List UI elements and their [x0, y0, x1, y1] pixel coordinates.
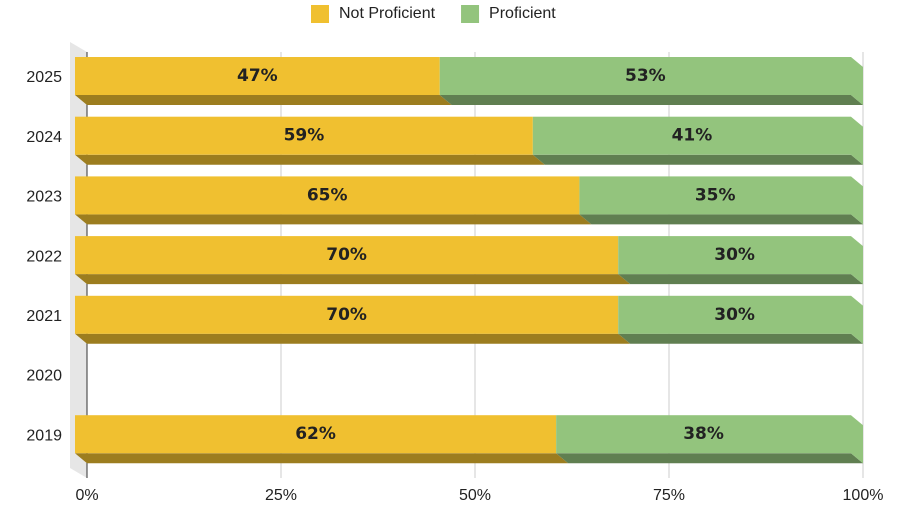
bar — [556, 415, 851, 454]
y-tick-label: 2021 — [26, 308, 62, 325]
value-label: 35% — [695, 185, 736, 205]
y-tick-label: 2023 — [26, 189, 62, 206]
bar-side — [851, 415, 863, 464]
bar-bottom — [75, 214, 592, 225]
bar-bottom — [75, 154, 545, 165]
bar — [618, 295, 851, 334]
value-label: 38% — [683, 424, 724, 444]
bar-bottom — [532, 154, 863, 165]
bar — [532, 116, 851, 155]
bar — [75, 236, 619, 275]
value-label: 62% — [295, 424, 336, 444]
bar-side — [851, 295, 863, 344]
value-label: 30% — [714, 245, 755, 265]
bar — [75, 415, 557, 454]
bar-side — [851, 57, 863, 105]
bar-bottom — [75, 95, 452, 105]
y-tick-label: 2024 — [26, 129, 62, 146]
bar-bottom — [75, 453, 569, 464]
bar-bottom — [579, 214, 863, 225]
legend-swatch — [461, 5, 480, 23]
bar — [75, 176, 580, 215]
legend-swatch — [311, 5, 329, 23]
y-tick-label: 2020 — [26, 368, 62, 385]
bar — [618, 236, 851, 275]
legend-label: Proficient — [489, 5, 556, 22]
value-label: 30% — [714, 305, 755, 325]
value-label: 59% — [284, 126, 325, 146]
value-label: 70% — [326, 245, 367, 265]
y-tick-label: 2025 — [26, 69, 62, 86]
value-label: 47% — [237, 66, 278, 86]
y-tick-label: 2019 — [26, 427, 62, 444]
value-label: 41% — [672, 126, 713, 146]
x-tick-label: 25% — [265, 487, 297, 504]
bar-side — [851, 116, 863, 165]
value-label: 65% — [307, 185, 348, 205]
value-label: 70% — [326, 305, 367, 325]
bar — [579, 176, 851, 215]
bar-bottom — [75, 333, 631, 344]
x-tick-label: 0% — [75, 487, 98, 504]
bar-bottom — [618, 333, 863, 344]
bar — [75, 295, 619, 334]
x-tick-label: 50% — [459, 487, 491, 504]
bar — [75, 57, 440, 95]
bar — [75, 116, 533, 155]
bar-bottom — [618, 274, 863, 285]
x-tick-label: 100% — [843, 487, 884, 504]
bar-side — [851, 236, 863, 285]
bar-bottom — [439, 95, 863, 105]
y-tick-label: 2022 — [26, 248, 62, 265]
bar-bottom — [556, 453, 863, 464]
x-tick-label: 75% — [653, 487, 685, 504]
bar-bottom — [75, 274, 631, 285]
value-label: 53% — [625, 66, 666, 86]
bar-side — [851, 176, 863, 225]
bar — [439, 57, 851, 95]
legend-label: Not Proficient — [339, 5, 436, 22]
